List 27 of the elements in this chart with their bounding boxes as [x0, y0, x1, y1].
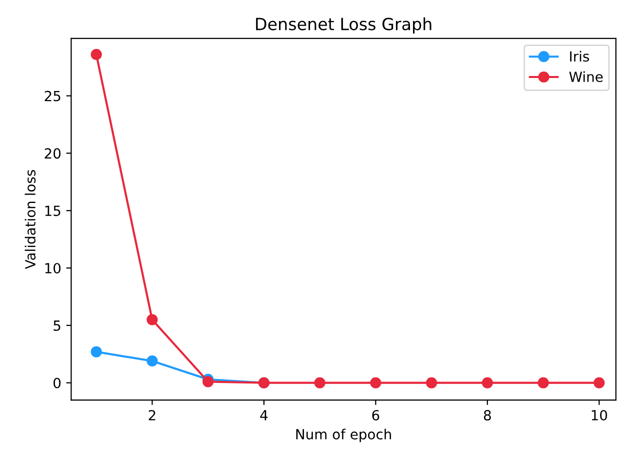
y-tick-label: 20: [44, 148, 61, 159]
x-tick-label: 4: [260, 410, 268, 420]
y-tick-label: 5: [54, 320, 60, 331]
point: [202, 376, 214, 388]
y-tick-label: 10: [45, 262, 61, 274]
x-axis-title: Num of epoch: [296, 428, 391, 442]
y-tick-label: 15: [45, 206, 60, 216]
point: [594, 377, 605, 388]
point: [426, 377, 438, 388]
x-tick-label: 8: [484, 410, 491, 420]
x-tick-label: 2: [148, 410, 156, 420]
x-tick-label: 10: [592, 410, 608, 420]
legend-label: Iris: [570, 50, 589, 62]
point: [314, 377, 326, 388]
x-tick-label: 6: [372, 410, 380, 420]
legend-label: Wine: [569, 71, 603, 82]
point: [90, 48, 102, 60]
y-axis-title: Validation loss: [24, 170, 36, 270]
point: [146, 314, 158, 326]
point: [90, 346, 102, 358]
point: [538, 377, 549, 388]
chart-title: Densenet Loss Graph: [256, 17, 432, 34]
y-tick-label: 0: [54, 378, 61, 388]
point: [146, 355, 158, 367]
point: [370, 377, 382, 388]
point: [482, 377, 493, 388]
y-tick-label: 25: [44, 90, 60, 102]
